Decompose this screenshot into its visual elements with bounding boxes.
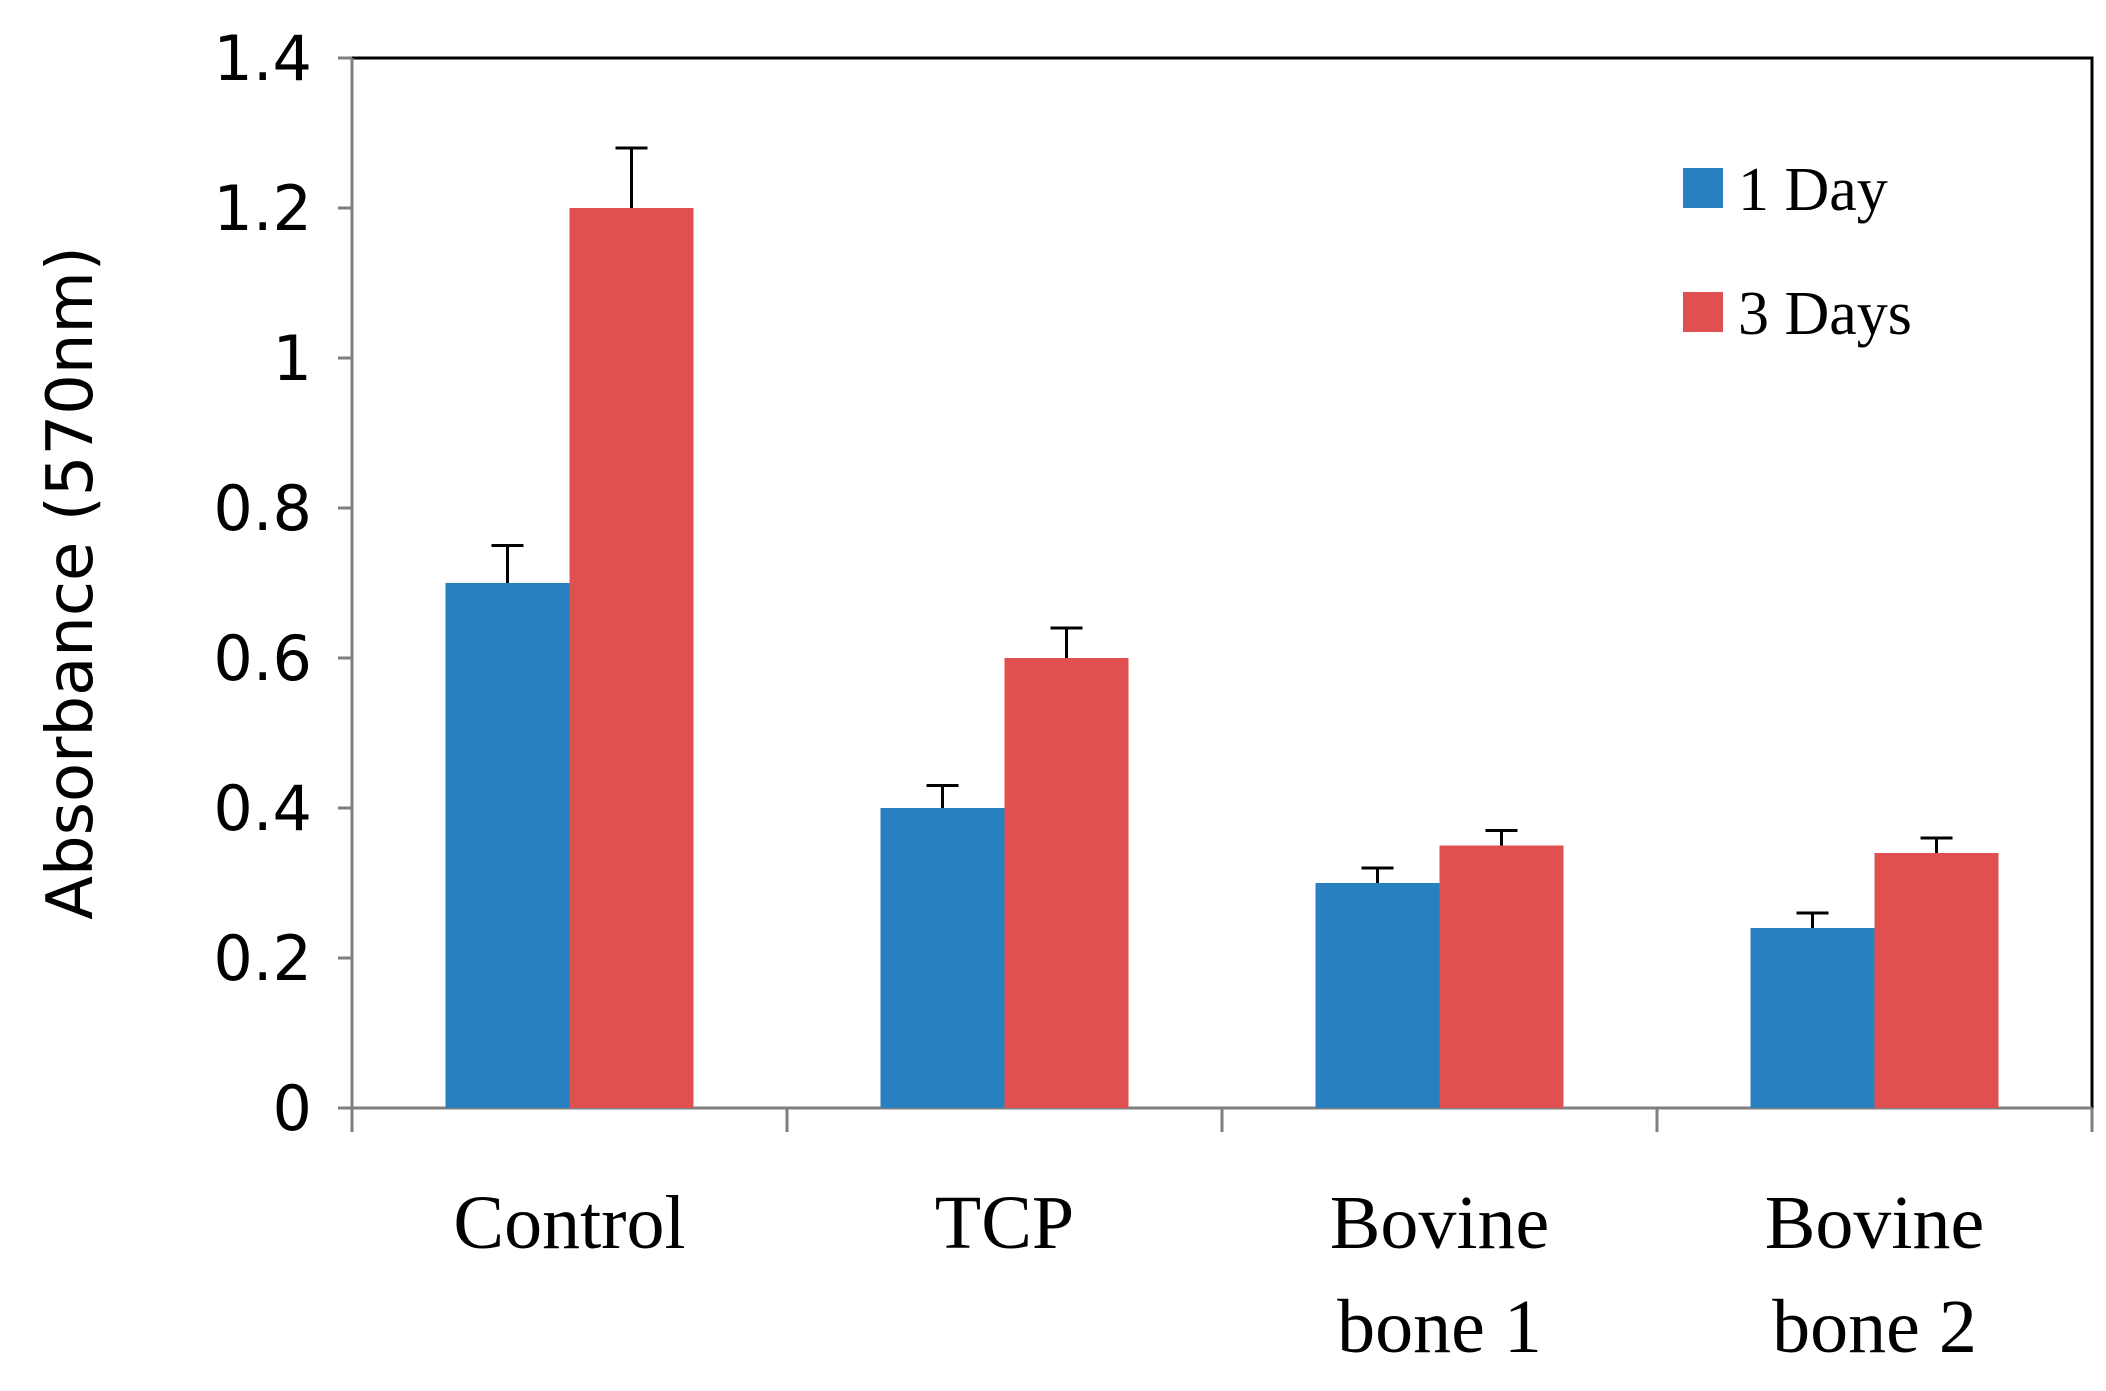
x-category-label: bone 1 <box>1337 1285 1542 1369</box>
y-tick-label: 0.6 <box>213 622 312 695</box>
legend: 1 Day 3 Days <box>1683 156 1912 348</box>
x-category-label: Control <box>453 1181 685 1265</box>
x-category-label: bone 2 <box>1772 1285 1977 1369</box>
bar <box>1750 928 1875 1108</box>
bar <box>880 808 1005 1108</box>
legend-label: 1 Day <box>1738 156 1888 224</box>
bar <box>445 583 570 1108</box>
bar <box>569 208 694 1108</box>
x-category-label: Bovine <box>1765 1181 1985 1265</box>
bar <box>1874 853 1999 1108</box>
y-tick-label: 0.2 <box>213 922 312 995</box>
bar <box>1439 845 1564 1108</box>
y-tick-label: 1 <box>273 322 312 395</box>
x-axis: Control TCP Bovine bone 1 Bovine bone 2 <box>350 1106 2094 1369</box>
legend-swatch <box>1683 168 1723 208</box>
x-category-label: Bovine <box>1330 1181 1550 1265</box>
error-bars <box>491 146 1953 928</box>
y-tick-label: 1.4 <box>213 22 312 95</box>
legend-swatch <box>1683 292 1723 332</box>
legend-label: 3 Days <box>1738 280 1912 348</box>
y-tick-label: 1.2 <box>213 172 312 245</box>
y-tick-label: 0 <box>273 1072 312 1145</box>
bar <box>1315 883 1440 1108</box>
bars <box>445 208 1999 1108</box>
bar <box>1004 658 1129 1108</box>
y-axis-label: Absorbance (570nm) <box>34 246 108 920</box>
x-category-label: TCP <box>935 1181 1074 1265</box>
y-axis: 0 0.2 0.4 0.6 0.8 1 1.2 1.4 <box>213 22 354 1145</box>
y-tick-label: 0.8 <box>213 472 312 545</box>
y-tick-label: 0.4 <box>213 772 312 845</box>
